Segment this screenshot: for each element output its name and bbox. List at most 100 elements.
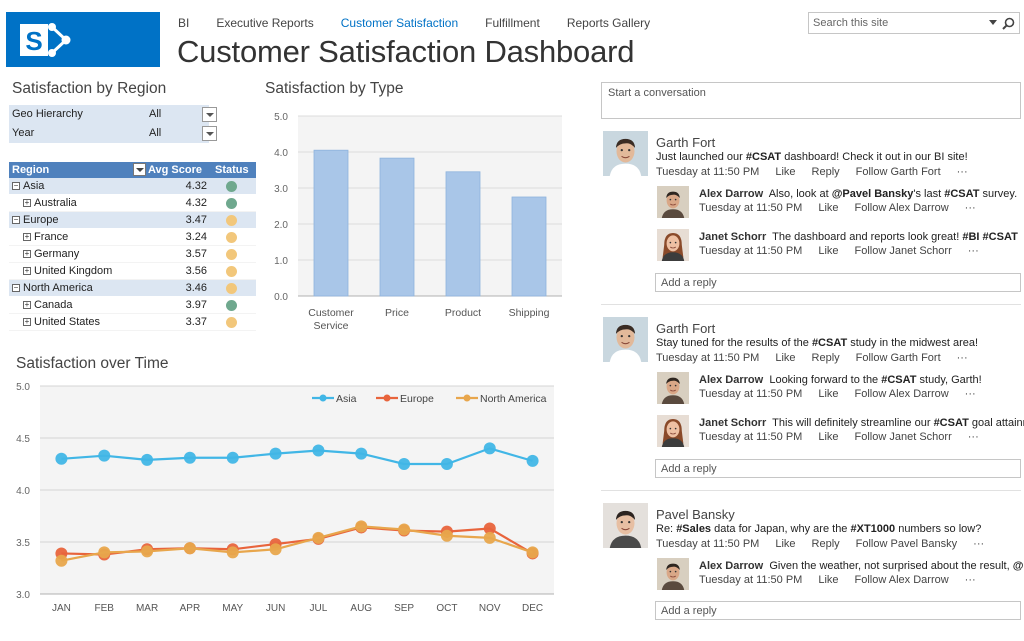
hashtag-mention[interactable]: @Pavel xyxy=(1012,560,1024,572)
start-conversation-input[interactable] xyxy=(602,83,1020,103)
data-point[interactable] xyxy=(483,442,496,455)
follow-link[interactable]: Follow Janet Schorr xyxy=(854,431,952,443)
data-point[interactable] xyxy=(526,546,539,559)
nav-bi[interactable]: BI xyxy=(178,16,190,30)
like-link[interactable]: Like xyxy=(818,574,839,586)
data-point[interactable] xyxy=(98,449,111,462)
bar[interactable] xyxy=(379,157,415,297)
like-link[interactable]: Like xyxy=(818,431,839,443)
hashtag-mention[interactable]: #CSAT xyxy=(811,337,848,349)
sharepoint-logo[interactable]: S xyxy=(6,12,160,67)
avatar[interactable] xyxy=(657,415,689,447)
more-options-icon[interactable]: ··· xyxy=(964,388,976,400)
more-options-icon[interactable]: ··· xyxy=(956,352,968,364)
data-point[interactable] xyxy=(526,454,539,467)
post-author[interactable]: Pavel Bansky xyxy=(656,507,735,522)
hashtag-mention[interactable]: #XT1000 xyxy=(850,523,896,535)
expand-icon[interactable]: + xyxy=(23,300,31,309)
add-reply-input[interactable] xyxy=(656,460,1020,477)
data-point[interactable] xyxy=(312,531,325,544)
filter-dropdown-button[interactable] xyxy=(202,126,217,141)
data-point[interactable] xyxy=(483,522,496,535)
avatar[interactable] xyxy=(657,558,689,590)
more-options-icon[interactable]: ··· xyxy=(956,166,968,178)
data-point[interactable] xyxy=(55,554,68,567)
more-options-icon[interactable]: ··· xyxy=(973,538,985,550)
reply-link[interactable]: Reply xyxy=(811,166,840,178)
follow-link[interactable]: Follow Alex Darrow xyxy=(854,388,949,400)
add-reply-input[interactable] xyxy=(656,602,1020,619)
avatar[interactable] xyxy=(657,229,689,261)
follow-link[interactable]: Follow Garth Fort xyxy=(855,352,941,364)
like-link[interactable]: Like xyxy=(818,245,839,257)
nav-fulfillment[interactable]: Fulfillment xyxy=(485,16,540,30)
data-point[interactable] xyxy=(269,543,282,556)
legend-item[interactable]: Europe xyxy=(376,393,434,405)
hashtag-mention[interactable]: #CSAT xyxy=(982,231,1018,243)
nav-reports-gallery[interactable]: Reports Gallery xyxy=(566,16,651,30)
search-scope-dropdown-icon[interactable] xyxy=(989,20,997,25)
reply-author[interactable]: Alex Darrow xyxy=(699,374,764,386)
data-point[interactable] xyxy=(183,542,196,555)
follow-link[interactable]: Follow Garth Fort xyxy=(855,166,941,178)
data-point[interactable] xyxy=(98,546,111,559)
data-point[interactable] xyxy=(269,447,282,460)
follow-link[interactable]: Follow Janet Schorr xyxy=(854,245,952,257)
reply-author[interactable]: Janet Schorr xyxy=(699,417,767,429)
more-options-icon[interactable]: ··· xyxy=(964,574,976,586)
region-filter-button[interactable] xyxy=(133,163,146,176)
hashtag-mention[interactable]: #CSAT xyxy=(745,151,782,163)
hashtag-mention[interactable]: #CSAT xyxy=(881,374,917,386)
expand-icon[interactable]: + xyxy=(23,266,31,275)
more-options-icon[interactable]: ··· xyxy=(967,431,979,443)
data-point[interactable] xyxy=(355,447,368,460)
search-icon[interactable] xyxy=(1002,17,1015,30)
hashtag-mention[interactable]: @Pavel Bansky xyxy=(831,188,914,200)
post-author[interactable]: Garth Fort xyxy=(656,135,716,150)
avatar[interactable] xyxy=(603,503,648,548)
post-author[interactable]: Garth Fort xyxy=(656,321,716,336)
search-input[interactable] xyxy=(809,13,979,33)
legend-item[interactable]: Asia xyxy=(312,393,357,405)
like-link[interactable]: Like xyxy=(775,166,796,178)
like-link[interactable]: Like xyxy=(775,352,796,364)
avatar[interactable] xyxy=(603,131,648,176)
avatar[interactable] xyxy=(657,186,689,218)
data-point[interactable] xyxy=(141,453,154,466)
reply-link[interactable]: Reply xyxy=(811,352,840,364)
hashtag-mention[interactable]: #CSAT xyxy=(933,417,969,429)
expand-icon[interactable]: + xyxy=(23,317,31,326)
data-point[interactable] xyxy=(398,458,411,470)
data-point[interactable] xyxy=(312,444,325,457)
collapse-icon[interactable]: − xyxy=(12,283,20,292)
data-point[interactable] xyxy=(141,545,154,558)
reply-link[interactable]: Reply xyxy=(811,538,840,550)
data-point[interactable] xyxy=(440,529,453,542)
reply-author[interactable]: Janet Schorr xyxy=(699,231,767,243)
avatar[interactable] xyxy=(603,317,648,362)
legend-item[interactable]: North America xyxy=(456,393,547,405)
bar[interactable] xyxy=(313,149,349,297)
bar[interactable] xyxy=(445,171,481,297)
data-point[interactable] xyxy=(398,523,411,536)
follow-link[interactable]: Follow Alex Darrow xyxy=(854,574,949,586)
data-point[interactable] xyxy=(440,458,453,470)
collapse-icon[interactable]: − xyxy=(12,181,20,190)
data-point[interactable] xyxy=(55,452,68,465)
data-point[interactable] xyxy=(226,451,239,464)
nav-executive-reports[interactable]: Executive Reports xyxy=(216,16,314,30)
more-options-icon[interactable]: ··· xyxy=(964,202,976,214)
follow-link[interactable]: Follow Pavel Bansky xyxy=(855,538,958,550)
bar[interactable] xyxy=(511,196,547,297)
collapse-icon[interactable]: − xyxy=(12,215,20,224)
data-point[interactable] xyxy=(483,531,496,544)
like-link[interactable]: Like xyxy=(818,388,839,400)
follow-link[interactable]: Follow Alex Darrow xyxy=(854,202,949,214)
filter-dropdown-button[interactable] xyxy=(202,107,217,122)
reply-author[interactable]: Alex Darrow xyxy=(699,188,764,200)
data-point[interactable] xyxy=(183,451,196,464)
expand-icon[interactable]: + xyxy=(23,232,31,241)
hashtag-mention[interactable]: #Sales xyxy=(676,523,712,535)
avatar[interactable] xyxy=(657,372,689,404)
hashtag-mention[interactable]: #CSAT xyxy=(944,188,980,200)
